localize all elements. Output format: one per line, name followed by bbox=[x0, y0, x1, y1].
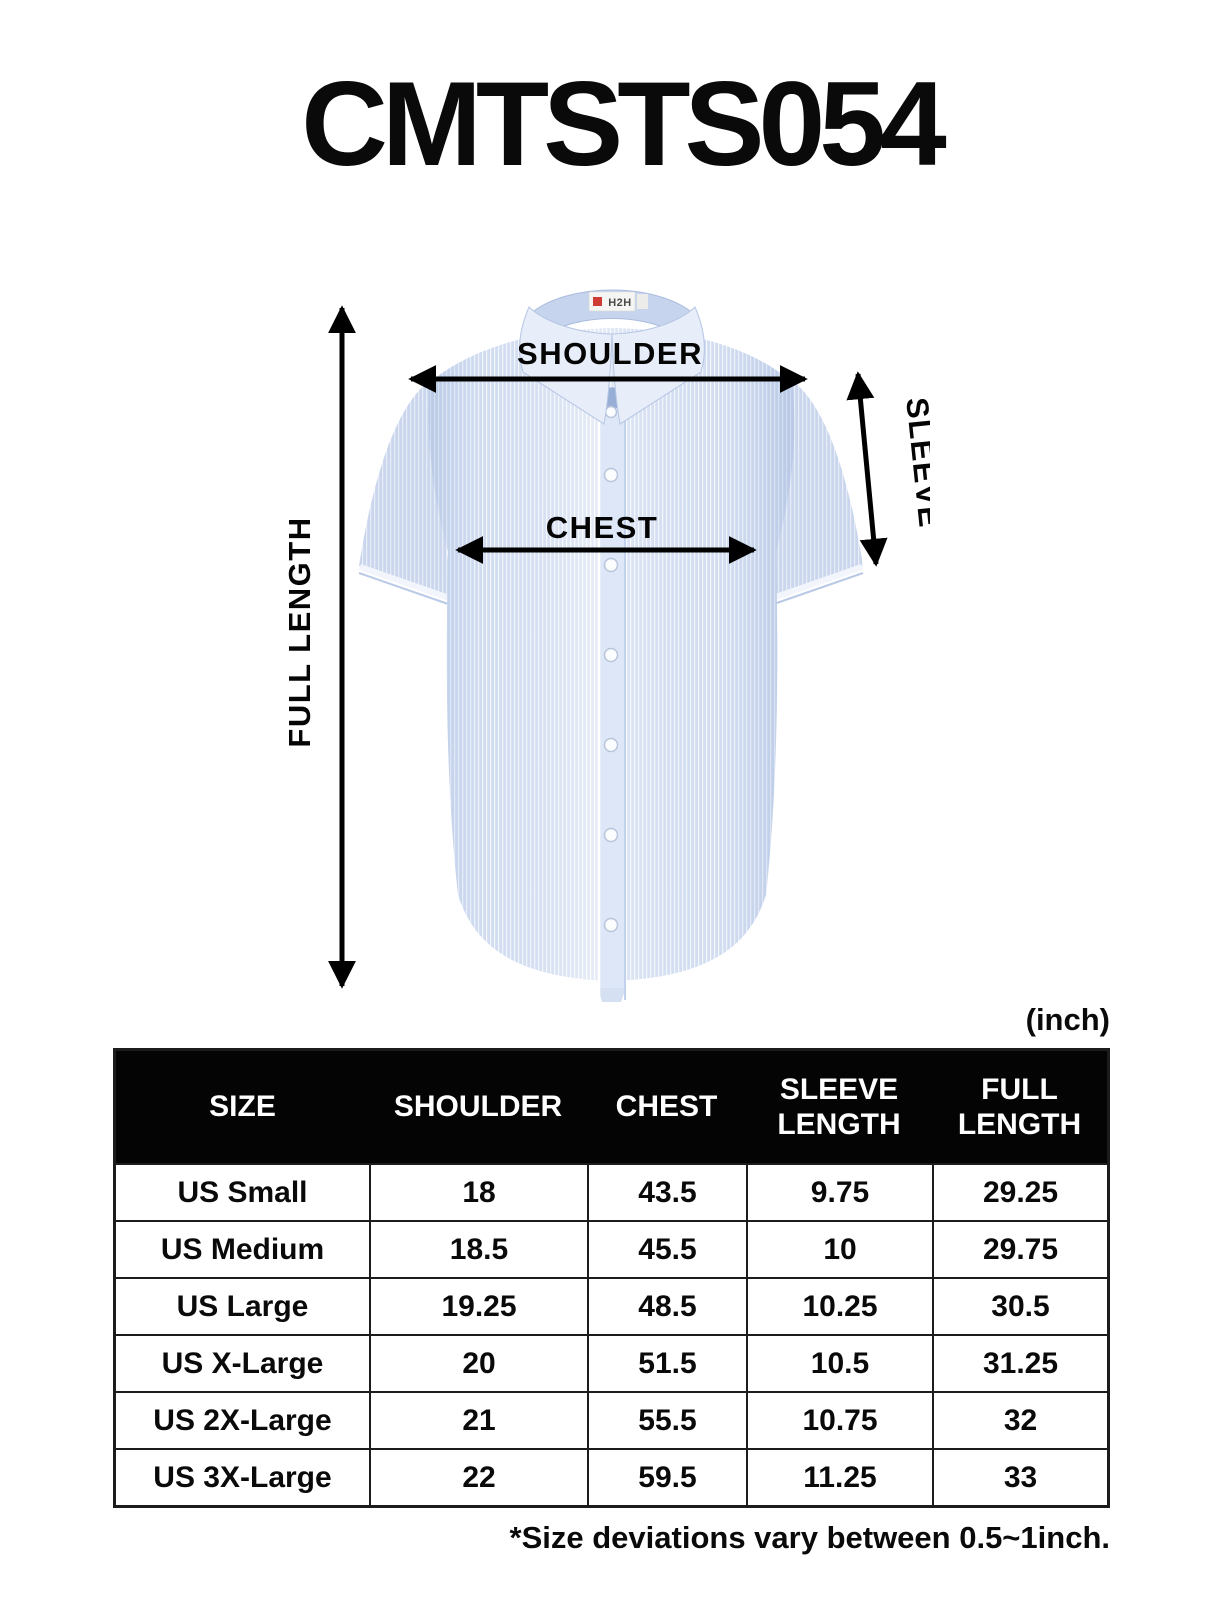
column-header-size: SIZE bbox=[209, 1090, 276, 1124]
table-row: US 3X-Large 22 59.5 11.25 33 bbox=[116, 1448, 1107, 1505]
column-header-chest: CHEST bbox=[615, 1090, 718, 1124]
chest-label: CHEST bbox=[546, 510, 659, 545]
full-length-cell: 31.25 bbox=[932, 1336, 1107, 1391]
shoulder-cell: 18 bbox=[369, 1165, 587, 1220]
sleeve-length-cell: 11.25 bbox=[746, 1450, 932, 1505]
table-row: US 2X-Large 21 55.5 10.75 32 bbox=[116, 1391, 1107, 1448]
size-cell: US X-Large bbox=[161, 1346, 324, 1380]
table-row: US Small 18 43.5 9.75 29.25 bbox=[116, 1163, 1107, 1220]
chest-cell: 55.5 bbox=[587, 1393, 746, 1448]
size-cell: US 3X-Large bbox=[153, 1460, 332, 1494]
chest-cell: 43.5 bbox=[587, 1165, 746, 1220]
brand-logo-icon bbox=[593, 297, 602, 306]
left-sleeve bbox=[358, 380, 453, 606]
size-table: SIZE SHOULDER CHEST SLEEVE LENGTH FULL L… bbox=[113, 1048, 1110, 1508]
unit-label: (inch) bbox=[1025, 1002, 1110, 1037]
chest-cell: 45.5 bbox=[587, 1222, 746, 1277]
sleeve-label: SLEEVE bbox=[899, 396, 930, 530]
full-length-label: FULL LENGTH bbox=[282, 516, 317, 747]
table-row: US Medium 18.5 45.5 10 29.75 bbox=[116, 1220, 1107, 1277]
full-length-cell: 33 bbox=[932, 1450, 1107, 1505]
page-title: CMTSTS054 bbox=[301, 57, 947, 191]
shoulder-cell: 21 bbox=[369, 1393, 587, 1448]
full-length-cell: 29.25 bbox=[932, 1165, 1107, 1220]
footnote: *Size deviations vary between 0.5~1inch. bbox=[509, 1520, 1110, 1555]
shirt-diagram-svg: H2H SHOULDER CHEST FULL LENGTH SLEEVE bbox=[282, 289, 948, 1002]
column-header-shoulder: SHOULDER bbox=[393, 1090, 563, 1124]
sleeve-length-cell: 10 bbox=[746, 1222, 932, 1277]
chest-cell: 51.5 bbox=[587, 1336, 746, 1391]
sleeve-length-cell: 10.75 bbox=[746, 1393, 932, 1448]
table-row: US X-Large 20 51.5 10.5 31.25 bbox=[116, 1334, 1107, 1391]
brand-label-text: H2H bbox=[608, 297, 632, 309]
shoulder-cell: 22 bbox=[369, 1450, 587, 1505]
size-cell: US Large bbox=[176, 1289, 309, 1323]
sleeve-length-cell: 9.75 bbox=[746, 1165, 932, 1220]
full-length-cell: 29.75 bbox=[932, 1222, 1107, 1277]
size-cell: US Small bbox=[177, 1175, 308, 1209]
chest-cell: 59.5 bbox=[587, 1450, 746, 1505]
button-placket bbox=[597, 405, 626, 1002]
shirt-diagram: H2H SHOULDER CHEST FULL LENGTH SLEEVE bbox=[280, 250, 948, 1010]
size-cell: US Medium bbox=[160, 1232, 325, 1266]
chest-cell: 48.5 bbox=[587, 1279, 746, 1334]
column-header-full-length: FULL LENGTH bbox=[957, 1072, 1082, 1141]
sleeve-length-cell: 10.25 bbox=[746, 1279, 932, 1334]
table-header-row: SIZE SHOULDER CHEST SLEEVE LENGTH FULL L… bbox=[116, 1051, 1107, 1163]
care-label bbox=[637, 294, 648, 309]
shoulder-cell: 20 bbox=[369, 1336, 587, 1391]
column-header-sleeve-length: SLEEVE LENGTH bbox=[777, 1072, 901, 1141]
sleeve-length-cell: 10.5 bbox=[746, 1336, 932, 1391]
shirt-illustration: H2H bbox=[358, 289, 864, 1002]
measurement-arrows bbox=[328, 305, 888, 989]
table-row: US Large 19.25 48.5 10.25 30.5 bbox=[116, 1277, 1107, 1334]
shoulder-cell: 18.5 bbox=[369, 1222, 587, 1277]
full-length-cell: 32 bbox=[932, 1393, 1107, 1448]
shoulder-cell: 19.25 bbox=[369, 1279, 587, 1334]
full-length-cell: 30.5 bbox=[932, 1279, 1107, 1334]
size-cell: US 2X-Large bbox=[153, 1403, 332, 1437]
brand-label: H2H bbox=[588, 291, 648, 312]
sleeve-arrow bbox=[846, 371, 888, 567]
shoulder-label: SHOULDER bbox=[517, 336, 703, 371]
